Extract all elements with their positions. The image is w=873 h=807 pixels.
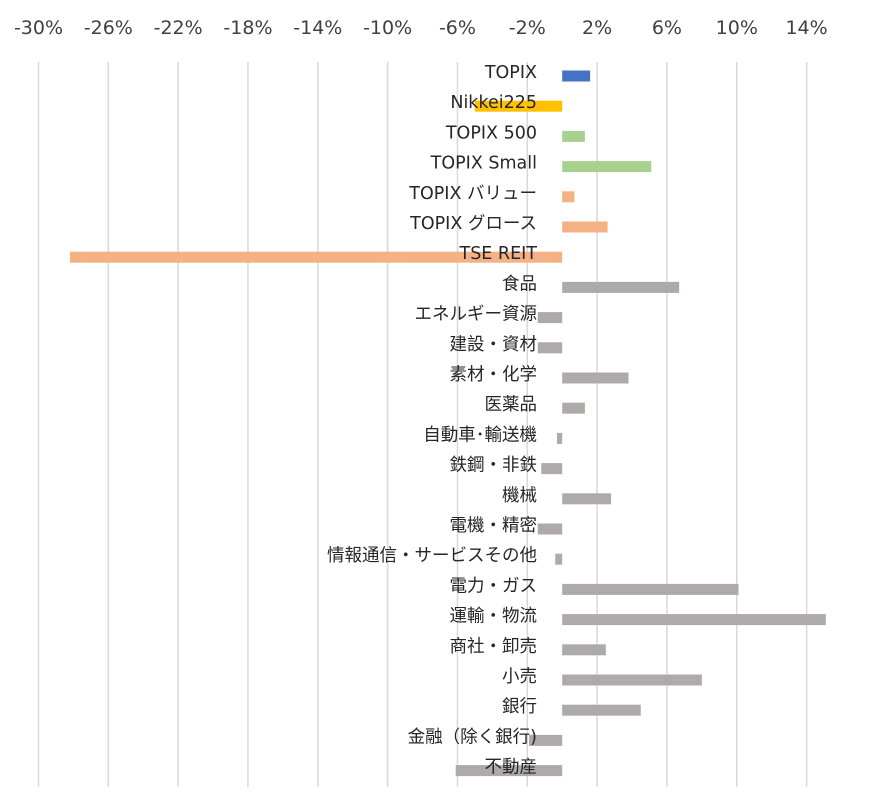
bar xyxy=(562,674,702,686)
x-tick-label: -30% xyxy=(14,17,63,39)
x-tick-label: 14% xyxy=(785,17,827,39)
x-axis-tick-labels: -30% -26% -22% -18% -14% -10% -6% -2% 2% 6% 10% 14% xyxy=(14,17,828,39)
category-label: 機械 xyxy=(502,486,537,506)
category-label: 鉄鋼・非鉄 xyxy=(450,456,538,476)
x-tick-label: 6% xyxy=(652,17,682,39)
category-label: 素材・化学 xyxy=(450,365,538,385)
bar xyxy=(537,523,563,535)
x-tick-label: -26% xyxy=(84,17,133,39)
x-tick-label: -10% xyxy=(363,17,412,39)
category-label: TOPIX 500 xyxy=(445,123,537,143)
bars xyxy=(69,70,826,777)
category-label: 商社・卸売 xyxy=(450,637,538,657)
x-tick-label: -6% xyxy=(439,17,476,39)
bar xyxy=(529,734,563,746)
category-label: 金融（除く銀行) xyxy=(408,727,537,747)
x-tick-label: -22% xyxy=(154,17,203,39)
bar xyxy=(474,100,563,112)
bar xyxy=(562,191,575,203)
bar xyxy=(562,493,612,505)
category-label: 電機・精密 xyxy=(450,516,538,536)
bar xyxy=(455,765,563,777)
bar xyxy=(562,402,585,414)
bar xyxy=(537,312,563,324)
bar xyxy=(555,553,563,565)
category-label: 小売 xyxy=(502,667,537,687)
bar xyxy=(562,221,608,233)
category-label: Nikkei225 xyxy=(450,93,537,113)
category-label: TSE REIT xyxy=(459,244,538,264)
bar xyxy=(562,161,652,173)
bar xyxy=(69,251,563,263)
bar xyxy=(562,372,629,384)
bar xyxy=(562,704,641,716)
bar xyxy=(537,342,563,354)
category-labels: TOPIX Nikkei225 TOPIX 500 TOPIX Small TOPIX … xyxy=(327,63,537,778)
category-label: TOPIX xyxy=(484,63,537,83)
x-tick-label: -18% xyxy=(223,17,272,39)
category-label: 自動車･輸送機 xyxy=(423,425,537,445)
bar xyxy=(562,583,739,595)
category-label: 運輸・物流 xyxy=(450,607,538,627)
category-label: 食品 xyxy=(502,274,537,294)
category-label: エネルギー資源 xyxy=(415,305,538,325)
bar xyxy=(562,70,591,82)
x-tick-label: 2% xyxy=(582,17,612,39)
bar xyxy=(556,432,563,444)
gridlines xyxy=(37,62,808,787)
x-tick-label: 10% xyxy=(716,17,758,39)
category-label: 医薬品 xyxy=(485,395,538,415)
bar xyxy=(541,463,563,475)
category-label: 不動産 xyxy=(485,758,538,778)
category-label: 電力・ガス xyxy=(450,576,538,596)
bar xyxy=(562,614,826,626)
category-label: 銀行 xyxy=(502,697,537,717)
bar xyxy=(562,130,585,142)
category-label: TOPIX Small xyxy=(430,154,537,174)
category-label: 情報通信・サービスその他 xyxy=(327,546,537,566)
category-label: TOPIX グロース xyxy=(409,214,537,234)
x-tick-label: -14% xyxy=(293,17,342,39)
category-label: TOPIX バリュー xyxy=(408,184,537,204)
category-label: 建設・資材 xyxy=(450,335,538,355)
x-tick-label: -2% xyxy=(509,17,546,39)
bar xyxy=(562,644,606,656)
bar xyxy=(562,281,680,293)
